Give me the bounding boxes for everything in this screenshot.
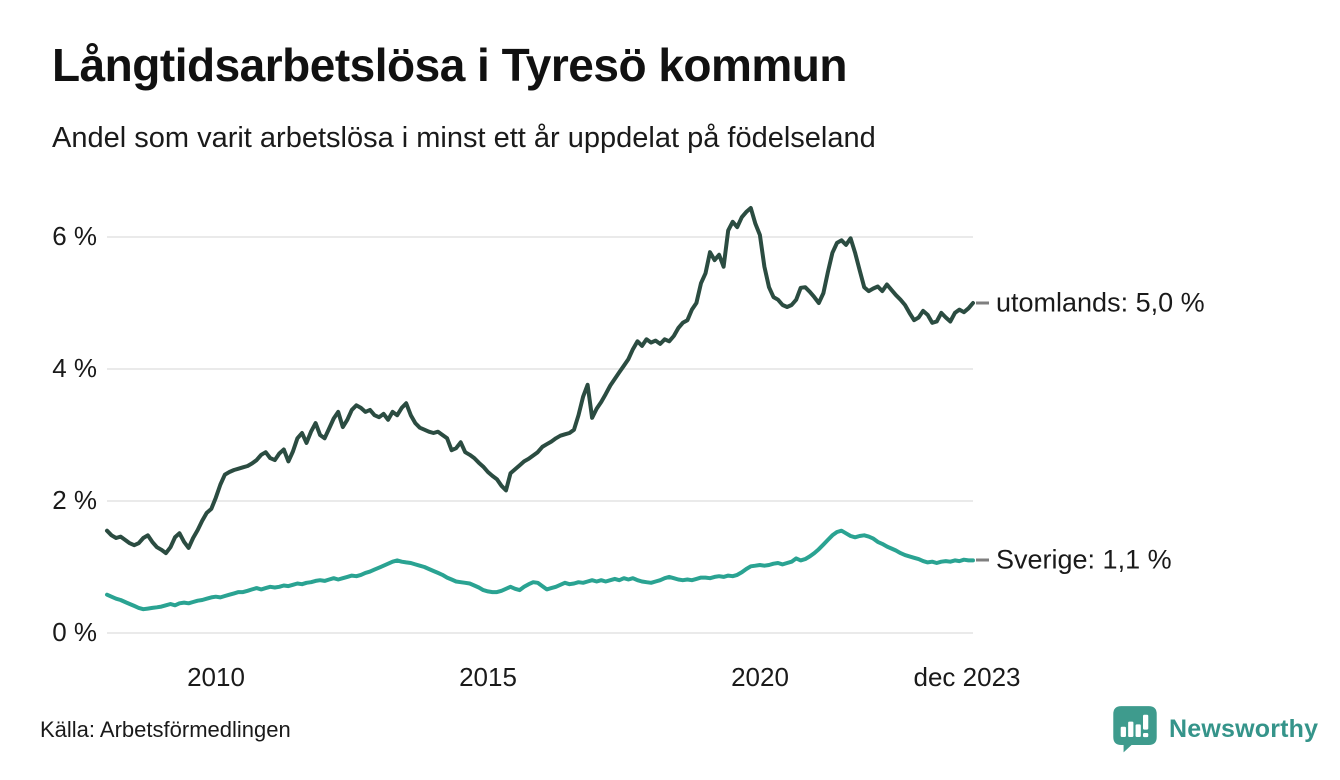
page-subtitle: Andel som varit arbetslösa i minst ett å… <box>52 122 876 154</box>
source-credit: Källa: Arbetsförmedlingen <box>40 717 291 742</box>
newsworthy-bar-chart-badge-icon <box>1113 706 1157 753</box>
legend-connector-dash <box>976 558 989 562</box>
legend-label-utomlands: utomlands: 5,0 % <box>996 287 1205 318</box>
x-axis-tick-2015: 2015 <box>459 662 517 692</box>
brand-logo: Newsworthy <box>1112 705 1318 753</box>
x-axis-tick-2010: 2010 <box>187 662 245 692</box>
brand-name: Newsworthy <box>1169 714 1319 743</box>
y-axis-tick-2: 2 % <box>52 484 97 515</box>
legend-item-sverige: Sverige: 1,1 % <box>976 545 1172 576</box>
y-axis-tick-0: 0 % <box>52 616 97 647</box>
y-axis-tick-4: 4 % <box>52 352 97 383</box>
series-line-utomlands <box>105 206 975 556</box>
y-axis-tick-6: 6 % <box>52 220 97 251</box>
legend-label-sverige: Sverige: 1,1 % <box>996 544 1172 575</box>
series-line-Sverige <box>105 528 975 612</box>
x-axis-tick-2020: 2020 <box>731 662 789 692</box>
legend-item-utomlands: utomlands: 5,0 % <box>976 288 1205 319</box>
x-axis-tick-dec-2023: dec 2023 <box>913 662 1021 692</box>
page-title: Långtidsarbetslösa i Tyresö kommun <box>52 39 848 91</box>
legend-connector-dash <box>976 301 989 305</box>
